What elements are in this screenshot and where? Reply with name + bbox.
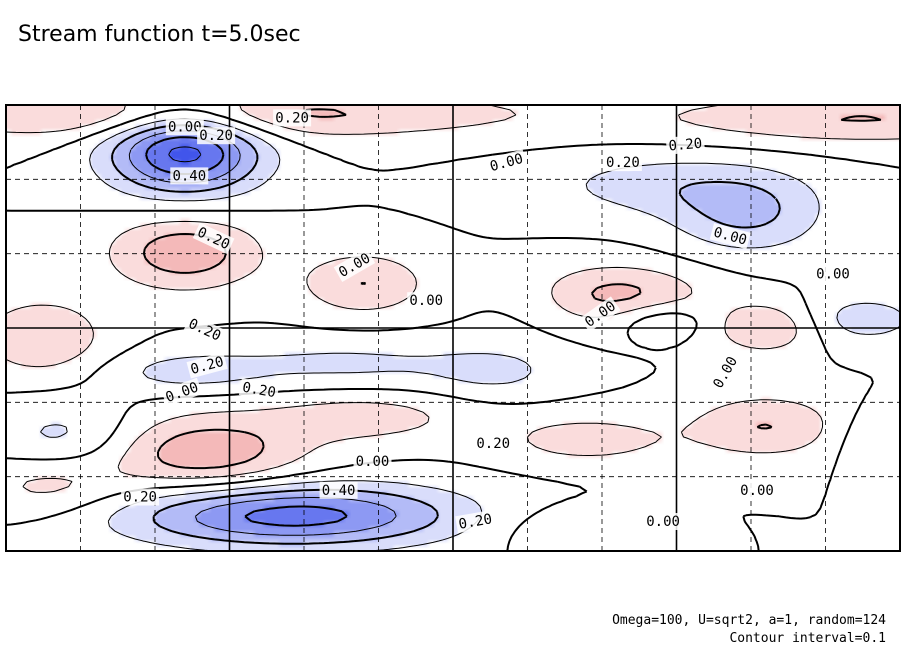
footer-contour-interval: Contour interval=0.1 xyxy=(729,631,886,646)
contour-label: 0.20 xyxy=(455,509,496,534)
contour-label: 0.20 xyxy=(603,154,642,171)
contour-label-text: 0.00 xyxy=(409,293,443,309)
footer-params: Omega=100, U=sqrt2, a=1, random=124 xyxy=(612,613,886,628)
contour-label: 0.20 xyxy=(197,127,236,145)
contour-label-bg xyxy=(183,314,226,346)
contour-label-bg xyxy=(186,352,228,379)
contour-label-bg xyxy=(165,118,204,136)
contour-label-bg xyxy=(197,127,236,145)
contour-label-bg xyxy=(485,149,528,176)
contour-label: 0.20 xyxy=(665,134,706,155)
contour-label-text: 0.00 xyxy=(740,483,774,499)
contour-label: 0.20 xyxy=(474,435,513,452)
contour-label-text: 0.20 xyxy=(476,436,510,452)
contour-label-bg xyxy=(708,351,743,394)
plot-frame xyxy=(5,104,901,552)
contour-label-bg xyxy=(192,222,235,255)
contour-label-text: 0.20 xyxy=(199,128,233,144)
contour-label-bg xyxy=(665,134,706,155)
contour-label: 0.00 xyxy=(353,452,392,470)
contour-label-bg xyxy=(121,488,160,506)
contour-label: 0.00 xyxy=(644,513,683,530)
contour-label-bg xyxy=(709,222,751,250)
contour-label: 0.00 xyxy=(407,292,446,310)
contour-label: 0.00 xyxy=(165,118,204,136)
contour-label-text: 0.40 xyxy=(172,168,206,184)
contour-label-text: 0.00 xyxy=(816,267,850,283)
contour-label-bg xyxy=(738,481,776,499)
contour-label-bg xyxy=(814,265,852,283)
contour-label: 0.40 xyxy=(170,167,209,185)
contour-label-bg xyxy=(455,509,496,534)
contour-label-bg xyxy=(319,481,358,499)
contour-label-bg xyxy=(238,378,280,402)
page-title: Stream function t=5.0sec xyxy=(18,22,301,47)
contour-label-bg xyxy=(273,109,312,127)
contour-label-text: 0.20 xyxy=(275,110,309,126)
contour-label: 0.20 xyxy=(238,378,280,402)
contour-label: 0.00 xyxy=(738,481,776,499)
contour-line xyxy=(168,146,202,163)
contour-label-text: 0.20 xyxy=(123,490,157,506)
contour-label-bg xyxy=(333,248,376,283)
contour-line xyxy=(5,104,901,493)
contour-label-text: 0.00 xyxy=(646,514,680,530)
contour-label-text: 0.20 xyxy=(241,380,277,402)
contour-label-bg xyxy=(170,167,209,185)
contour-label-text: 0.00 xyxy=(356,454,390,470)
contour-label-text: 0.00 xyxy=(168,119,202,135)
contour-label-bg xyxy=(161,377,203,407)
contour-label-bg xyxy=(644,513,683,530)
contour-label-text: 0.20 xyxy=(668,136,703,155)
contour-label: 0.00 xyxy=(814,265,852,283)
contour-label: 0.40 xyxy=(319,481,358,499)
contour-label-text: 0.20 xyxy=(457,511,493,533)
contour-label-bg xyxy=(603,154,642,171)
contour-label: 0.20 xyxy=(121,488,160,506)
contour-label-bg xyxy=(579,296,621,333)
contour-label-bg xyxy=(474,435,513,452)
contour-label-bg xyxy=(353,452,392,470)
contour-label-text: 0.20 xyxy=(606,155,640,171)
contour-label: 0.20 xyxy=(273,109,312,127)
contour-label-bg xyxy=(407,292,446,310)
contour-label-text: 0.40 xyxy=(322,483,356,499)
